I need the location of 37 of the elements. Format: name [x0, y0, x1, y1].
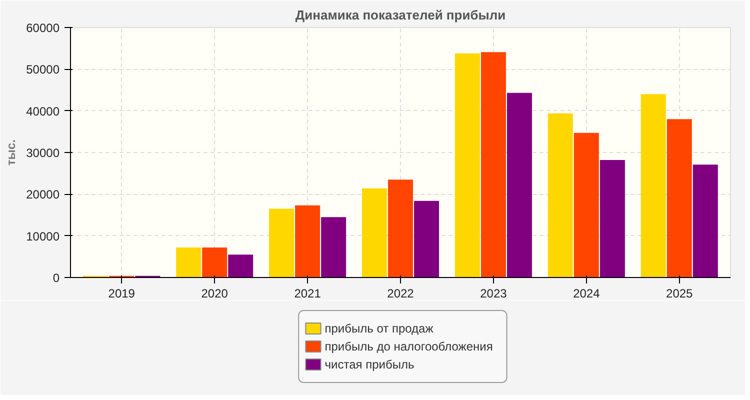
chart-title: Динамика показателей прибыли: [295, 8, 506, 22]
bar: [202, 248, 228, 278]
y-tick-label: 0: [52, 271, 60, 285]
y-tick-label: 10000: [26, 229, 60, 244]
x-tick-label: 2019: [108, 286, 136, 300]
y-tick-label: 40000: [26, 104, 60, 118]
bar: [480, 52, 506, 278]
bar: [321, 217, 346, 278]
y-tick-label: 20000: [26, 188, 60, 202]
y-tick-label: 30000: [26, 146, 60, 160]
bar: [600, 160, 625, 278]
bar: [506, 92, 532, 278]
bar: [176, 248, 202, 278]
bar: [269, 208, 294, 278]
bar: [692, 164, 718, 278]
x-tick-label: 2025: [666, 286, 694, 300]
bar: [362, 188, 387, 278]
bar: [640, 94, 666, 278]
bar: [388, 180, 413, 278]
x-tick-label: 2021: [294, 286, 322, 300]
x-tick-label: 2020: [201, 286, 228, 300]
bar: [414, 200, 440, 278]
bar: [228, 254, 254, 278]
bar: [295, 205, 320, 278]
y-tick-label: 60000: [26, 21, 60, 35]
legend-label: прибыль от продаж: [324, 322, 434, 336]
y-axis-title: тыс.: [4, 139, 18, 166]
legend-label: прибыль до налогообложения: [324, 340, 493, 354]
bar: [574, 132, 599, 278]
bar: [548, 113, 573, 278]
x-tick-label: 2022: [387, 286, 414, 300]
bar: [666, 119, 692, 278]
bar: [454, 53, 480, 278]
x-tick-label: 2024: [573, 286, 600, 300]
legend-label: чистая прибыль: [324, 358, 414, 372]
y-tick-label: 50000: [26, 62, 60, 77]
x-tick-label: 2023: [480, 286, 508, 300]
